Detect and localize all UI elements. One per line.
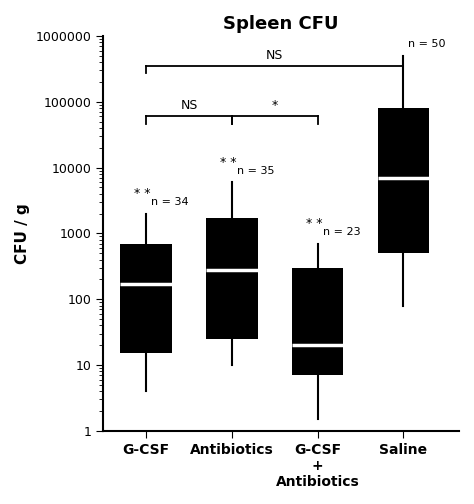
Bar: [292, 268, 343, 375]
Bar: [206, 218, 257, 339]
Text: n = 35: n = 35: [237, 166, 274, 176]
Y-axis label: CFU / g: CFU / g: [15, 203, 30, 264]
Text: *: *: [272, 99, 278, 112]
Bar: [378, 108, 429, 253]
Text: * *: * *: [135, 187, 151, 200]
Text: NS: NS: [180, 99, 198, 112]
Title: Spleen CFU: Spleen CFU: [223, 15, 339, 33]
Text: NS: NS: [266, 48, 283, 61]
Bar: [120, 243, 172, 353]
Text: n = 34: n = 34: [151, 197, 189, 207]
Text: n = 50: n = 50: [409, 39, 446, 49]
Text: * *: * *: [306, 217, 322, 230]
Text: n = 23: n = 23: [323, 227, 360, 237]
Text: * *: * *: [220, 156, 237, 169]
